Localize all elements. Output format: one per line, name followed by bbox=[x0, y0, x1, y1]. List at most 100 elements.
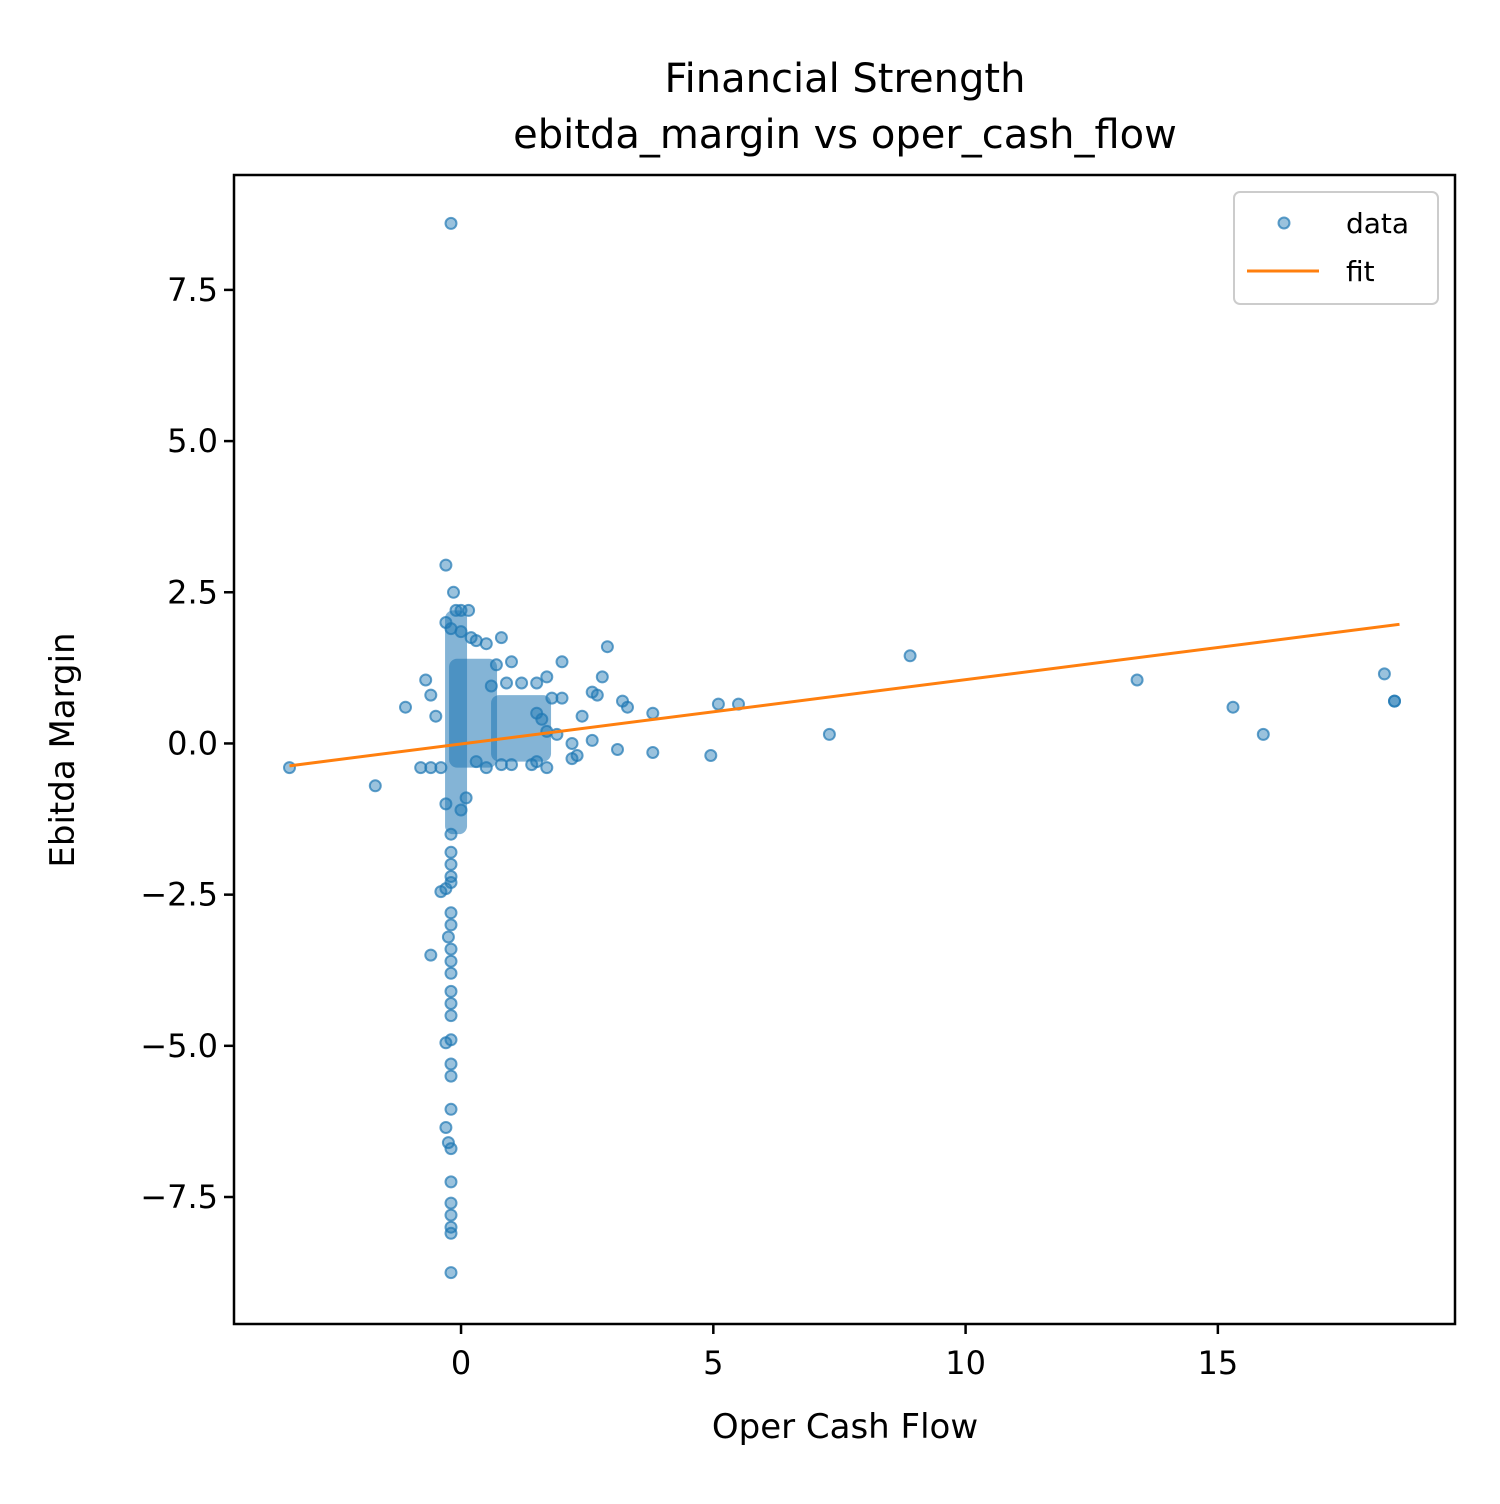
scatter-point bbox=[444, 857, 458, 871]
scatter-point bbox=[444, 1069, 458, 1083]
scatter-point bbox=[439, 797, 453, 811]
x-axis-ticks: 0 5 10 15 bbox=[451, 1324, 1238, 1382]
legend: data fit bbox=[1233, 191, 1439, 305]
scatter-point bbox=[439, 558, 453, 572]
scatter-point bbox=[500, 676, 513, 690]
cluster-right bbox=[449, 658, 498, 768]
x-axis-label: Oper Cash Flow bbox=[712, 1407, 978, 1447]
scatter-point bbox=[646, 746, 660, 759]
scatter-point bbox=[454, 625, 468, 639]
scatter-point bbox=[1377, 667, 1391, 681]
y-tick-label: −2.5 bbox=[140, 876, 218, 914]
chart-title: Financial Strength bbox=[665, 56, 1026, 102]
scatter-point bbox=[444, 1226, 458, 1240]
scatter-point bbox=[444, 1102, 458, 1116]
legend-fit-label: fit bbox=[1346, 255, 1375, 288]
y-axis-label: Ebitda Margin bbox=[43, 632, 83, 867]
scatter-point bbox=[711, 697, 725, 711]
scatter-point bbox=[434, 761, 448, 775]
scatter-point bbox=[590, 688, 604, 702]
scatter-point bbox=[444, 918, 458, 932]
scatter-point bbox=[462, 603, 476, 617]
scatter-point bbox=[444, 827, 458, 841]
scatter-point bbox=[505, 655, 518, 669]
scatter-point bbox=[494, 631, 508, 645]
scatter-point bbox=[704, 749, 718, 762]
y-tick-label: 0.0 bbox=[167, 724, 218, 762]
x-tick-label: 5 bbox=[703, 1344, 723, 1382]
scatter-point bbox=[1388, 694, 1401, 708]
scatter-point bbox=[565, 752, 579, 766]
data-points bbox=[283, 216, 1401, 1280]
scatter-point bbox=[525, 758, 539, 772]
scatter-point bbox=[444, 1175, 458, 1189]
scatter-point bbox=[424, 688, 438, 702]
scatter-point bbox=[399, 700, 412, 714]
scatter-point bbox=[444, 1033, 458, 1047]
scatter-point bbox=[1226, 700, 1240, 714]
scatter-point bbox=[444, 997, 458, 1010]
scatter-point bbox=[1256, 727, 1270, 741]
scatter-point bbox=[530, 676, 544, 690]
scatter-point bbox=[479, 637, 493, 651]
x-tick-label: 15 bbox=[1198, 1344, 1239, 1382]
scatter-point bbox=[1130, 673, 1144, 687]
scatter-point bbox=[444, 1196, 458, 1210]
scatter-point bbox=[424, 948, 438, 962]
y-axis-ticks: −7.5 −5.0 −2.5 0.0 2.5 5.0 7.5 bbox=[140, 271, 234, 1216]
scatter-point bbox=[283, 761, 296, 775]
scatter-point bbox=[454, 803, 468, 817]
x-tick-label: 10 bbox=[945, 1344, 986, 1382]
y-tick-label: 5.0 bbox=[167, 422, 218, 460]
y-tick-label: −7.5 bbox=[140, 1178, 218, 1216]
scatter-point bbox=[444, 906, 458, 920]
plot-area-frame bbox=[232, 173, 1457, 1326]
scatter-point bbox=[441, 930, 455, 944]
scatter-point bbox=[575, 709, 589, 723]
scatter-point bbox=[444, 216, 458, 230]
scatter-point bbox=[444, 1057, 458, 1071]
scatter-point bbox=[444, 1142, 458, 1156]
scatter-point bbox=[621, 700, 634, 714]
scatter-point bbox=[439, 1121, 453, 1134]
y-tick-label: 2.5 bbox=[167, 573, 218, 611]
scatter-point bbox=[444, 1208, 458, 1222]
legend-data-marker bbox=[1277, 216, 1291, 230]
scatter-point bbox=[444, 942, 458, 956]
cluster-tail bbox=[491, 695, 552, 762]
scatter-point bbox=[447, 585, 460, 599]
scatter-point bbox=[555, 691, 569, 705]
scatter-point bbox=[444, 966, 458, 980]
scatter-point bbox=[903, 649, 917, 663]
scatter-point bbox=[565, 737, 579, 750]
scatter-point bbox=[646, 706, 660, 720]
scatter-point bbox=[515, 676, 529, 690]
y-tick-label: 7.5 bbox=[167, 271, 218, 309]
chart-subtitle: ebitda_margin vs oper_cash_flow bbox=[513, 112, 1177, 158]
scatter-point bbox=[555, 655, 569, 669]
scatter-point bbox=[600, 640, 614, 654]
scatter-point bbox=[429, 709, 443, 723]
scatter-point bbox=[444, 1009, 458, 1023]
scatter-point bbox=[444, 845, 458, 859]
scatter-point bbox=[494, 758, 508, 772]
y-tick-label: −5.0 bbox=[140, 1027, 218, 1065]
scatter-point bbox=[459, 791, 473, 805]
scatter-point bbox=[822, 727, 836, 741]
scatter-point bbox=[368, 779, 382, 793]
scatter-point bbox=[479, 761, 493, 775]
scatter-point bbox=[595, 670, 609, 684]
scatter-point bbox=[585, 733, 599, 747]
scatter-point bbox=[489, 658, 503, 672]
scatter-point bbox=[611, 743, 624, 756]
scatter-point bbox=[444, 954, 458, 968]
scatter-point bbox=[540, 761, 554, 775]
scatter-point bbox=[484, 679, 498, 693]
scatter-point bbox=[469, 755, 483, 769]
scatter-point bbox=[419, 673, 433, 687]
fit-line-layer bbox=[289, 622, 1400, 768]
scatter-point bbox=[535, 712, 549, 726]
fit-line bbox=[289, 622, 1400, 768]
scatter-point bbox=[444, 984, 458, 998]
